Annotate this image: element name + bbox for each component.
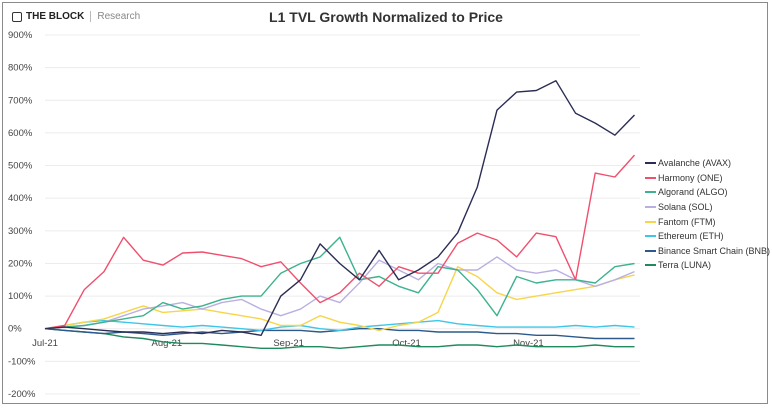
brand-divider: [90, 11, 92, 22]
legend-label: Solana (SOL): [658, 202, 713, 213]
legend-item: Harmony (ONE): [645, 171, 770, 186]
legend-label: Avalanche (AVAX): [658, 158, 732, 169]
legend-item: Algorand (ALGO): [645, 185, 770, 200]
series-line-solana-sol: [44, 256, 635, 330]
y-tick-label: 300%: [8, 226, 33, 237]
block-logo-icon: [12, 11, 22, 22]
y-tick-label: 700%: [8, 95, 33, 106]
legend-label: Algorand (ALGO): [658, 187, 728, 198]
brand-logo: THE BLOCK Research: [12, 11, 140, 22]
brand-name: THE BLOCK: [26, 11, 85, 22]
x-tick-label: Aug-21: [152, 338, 183, 349]
legend-swatch: [645, 264, 656, 267]
chart-frame: [2, 2, 768, 404]
legend-label: Fantom (FTM): [658, 216, 716, 227]
legend-swatch: [645, 249, 656, 252]
legend-item: Ethereum (ETH): [645, 229, 770, 244]
series-line-ethereum-eth: [44, 319, 635, 332]
legend-swatch: [645, 220, 656, 223]
legend-label: Harmony (ONE): [658, 172, 723, 183]
x-tick-label: Nov-21: [513, 338, 544, 349]
y-tick-label: 800%: [8, 63, 33, 74]
y-tick-label: 900%: [8, 30, 33, 41]
legend-label: Terra (LUNA): [658, 260, 712, 271]
x-tick-label: Sep-21: [273, 338, 304, 349]
legend-item: Solana (SOL): [645, 200, 770, 215]
series-line-avalanche-avax: [44, 79, 636, 336]
series-line-terra-luna: [44, 328, 635, 349]
legend-item: Binance Smart Chain (BNB): [645, 244, 770, 259]
y-tick-label: -100%: [8, 356, 36, 367]
y-tick-label: 200%: [8, 258, 33, 269]
legend-swatch: [645, 191, 656, 194]
y-tick-label: 400%: [8, 193, 33, 204]
y-tick-label: -200%: [8, 389, 36, 400]
series-line-fantom-ftm: [44, 266, 635, 332]
x-tick-label: Oct-21: [392, 338, 421, 349]
legend-swatch: [645, 206, 656, 209]
y-tick-label: 100%: [8, 291, 33, 302]
brand-sub: Research: [97, 11, 141, 22]
legend-item: Avalanche (AVAX): [645, 156, 770, 171]
legend-swatch: [645, 235, 656, 238]
series-line-algorand-algo: [44, 236, 635, 330]
y-tick-label: 600%: [8, 128, 33, 139]
legend-label: Binance Smart Chain (BNB): [658, 245, 771, 256]
y-tick-label: 500%: [8, 161, 33, 172]
legend-item: Fantom (FTM): [645, 214, 770, 229]
legend-swatch: [645, 176, 656, 179]
legend-item: Terra (LUNA): [645, 258, 770, 273]
legend-swatch: [645, 162, 656, 165]
chart-title: L1 TVL Growth Normalized to Price: [269, 9, 503, 25]
y-tick-label: 0%: [8, 324, 22, 335]
chart-legend: Avalanche (AVAX) Harmony (ONE) Algorand (A…: [645, 156, 770, 273]
series-line-harmony-one: [44, 154, 636, 330]
legend-label: Ethereum (ETH): [658, 231, 724, 242]
x-tick-label: Jul-21: [32, 338, 58, 349]
